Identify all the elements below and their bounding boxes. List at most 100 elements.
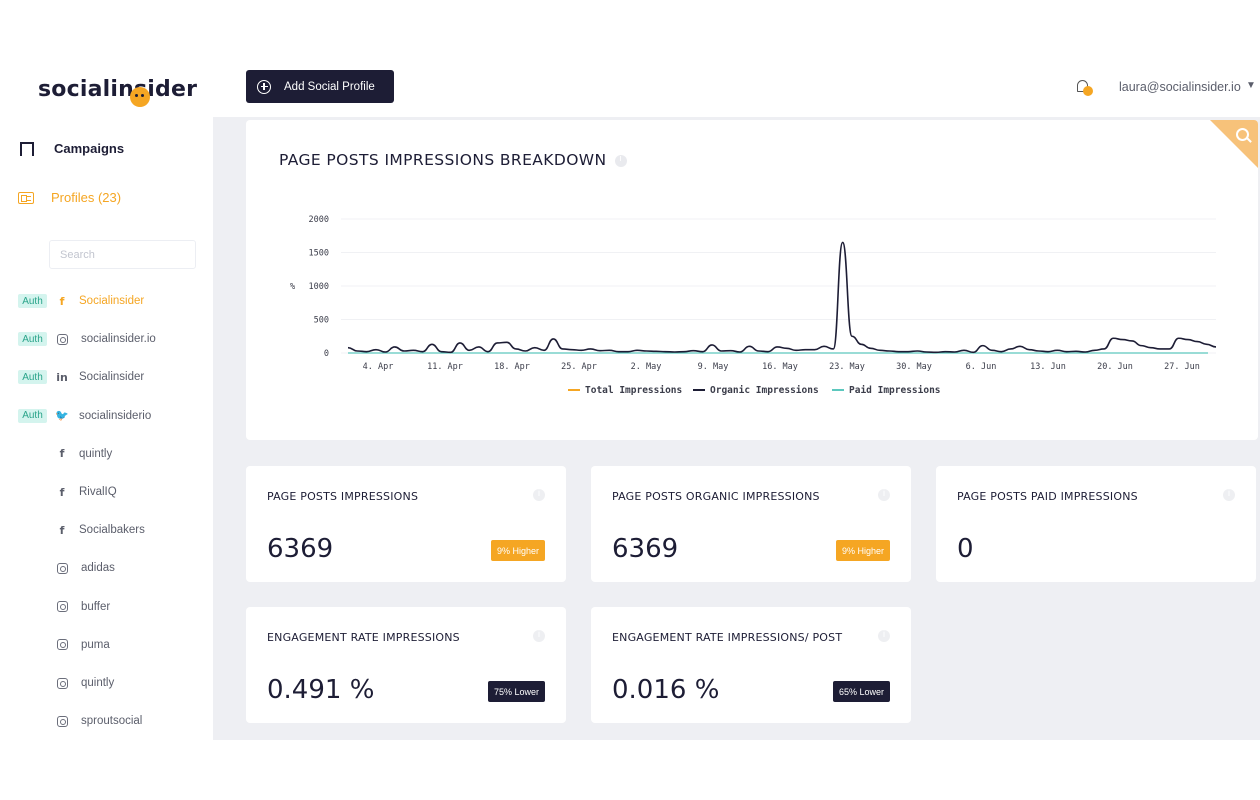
legend-label[interactable]: Paid Impressions <box>849 385 941 396</box>
facebook-icon: f <box>59 447 65 461</box>
chart-title-text: PAGE POSTS IMPRESSIONS BREAKDOWN <box>279 151 607 169</box>
x-tick-label: 18. Apr <box>494 362 530 372</box>
x-tick-label: 9. May <box>698 362 729 372</box>
y-tick-label: 1500 <box>309 249 329 259</box>
profile-item[interactable]: Auth socialinsider.io <box>18 329 156 349</box>
profile-name: Socialbakers <box>79 524 145 537</box>
profile-item[interactable]: f RivalIQ <box>18 482 117 502</box>
info-icon[interactable] <box>533 629 545 642</box>
y-tick-label: 2000 <box>309 215 329 225</box>
profile-name: Socialinsider <box>79 371 145 384</box>
legend-item: Paid Impressions <box>832 385 941 396</box>
x-tick-label: 25. Apr <box>561 362 597 372</box>
x-tick-label: 23. May <box>829 362 865 372</box>
auth-badge: Auth <box>18 294 47 308</box>
profile-item[interactable]: Auth f Socialinsider <box>18 291 144 311</box>
comparison-badge: 9% Higher <box>835 540 890 561</box>
chart-title: PAGE POSTS IMPRESSIONS BREAKDOWN <box>279 151 627 169</box>
impressions-chart-card: PAGE POSTS IMPRESSIONS BREAKDOWN 0 500 100… <box>246 120 1258 440</box>
nav-profiles[interactable]: Profiles (23) <box>18 190 121 205</box>
profile-name: RivalIQ <box>79 486 117 498</box>
instagram-icon <box>57 601 68 613</box>
comparison-badge: 9% Higher <box>490 540 545 561</box>
instagram-icon <box>57 562 68 574</box>
organic-impressions-line <box>347 241 1217 354</box>
profile-name: sproutsocial <box>81 715 143 728</box>
add-social-profile-button[interactable]: Add Social Profile <box>246 70 394 103</box>
x-tick-label: 11. Apr <box>427 362 463 372</box>
comparison-badge: 65% Lower <box>832 681 890 702</box>
x-tick-label: 4. Apr <box>363 362 394 372</box>
info-icon[interactable] <box>533 488 545 501</box>
auth-badge: Auth <box>18 408 47 423</box>
profile-item[interactable]: sproutsocial <box>18 711 142 731</box>
profile-name: buffer <box>81 600 111 613</box>
y-tick-label: 0 <box>324 349 329 359</box>
metric-label: PAGE POSTS ORGANIC IMPRESSIONS <box>612 490 820 503</box>
profile-name: Socialinsider <box>79 295 145 307</box>
nav-profiles-label: Profiles (23) <box>51 190 122 205</box>
info-icon[interactable] <box>614 154 627 167</box>
logo-text: socialinsider <box>38 77 198 102</box>
info-icon[interactable] <box>1223 488 1235 501</box>
profile-item[interactable]: quintly <box>18 673 114 693</box>
metric-card: PAGE POSTS IMPRESSIONS 6369 9% Higher <box>246 466 566 582</box>
x-tick-label: 13. Jun <box>1030 362 1066 372</box>
impressions-line-chart: 0 500 1000 1500 2000% 4. Apr 11. Apr 18. Apr 25.… <box>290 215 1217 396</box>
x-tick-label: 16. May <box>762 362 798 372</box>
y-tick-label: 1000 <box>309 282 329 292</box>
profile-item[interactable]: f Socialbakers <box>18 520 145 540</box>
profile-item[interactable]: f quintly <box>18 444 113 464</box>
instagram-icon <box>57 333 68 345</box>
instagram-icon <box>57 715 68 727</box>
profile-card-icon <box>18 191 34 204</box>
legend-label[interactable]: Organic Impressions <box>710 385 819 396</box>
notification-dot <box>1083 86 1093 96</box>
metric-value: 0 <box>957 534 974 564</box>
x-tick-label: 20. Jun <box>1097 362 1133 372</box>
auth-badge: Auth <box>18 332 47 347</box>
profile-name: puma <box>81 638 110 651</box>
nav-campaigns[interactable]: Campaigns <box>18 141 125 160</box>
x-tick-label: 2. May <box>631 362 662 372</box>
comparison-badge: 75% Lower <box>487 681 545 702</box>
twitter-icon: 🐦 <box>55 409 69 423</box>
metric-label: ENGAGEMENT RATE IMPRESSIONS/ POST <box>612 631 843 644</box>
profile-item[interactable]: adidas <box>18 558 115 578</box>
user-email[interactable]: laura@socialinsider.io <box>1119 80 1241 94</box>
metric-label: PAGE POSTS PAID IMPRESSIONS <box>957 490 1138 503</box>
notification-bell-icon[interactable] <box>1075 79 1093 97</box>
metric-card: ENGAGEMENT RATE IMPRESSIONS/ POST 0.016 %… <box>591 607 911 723</box>
facebook-icon: f <box>59 523 65 537</box>
x-tick-label: 30. May <box>896 362 932 372</box>
profile-item[interactable]: Auth 🐦 socialinsiderio <box>18 406 151 426</box>
logo[interactable]: socialinsider <box>38 77 198 107</box>
profile-item[interactable]: buffer <box>18 597 110 617</box>
info-icon[interactable] <box>878 488 890 501</box>
metric-card: PAGE POSTS ORGANIC IMPRESSIONS 6369 9% Hig… <box>591 466 911 582</box>
profile-search-input[interactable] <box>49 240 196 269</box>
nav-campaigns-label: Campaigns <box>54 141 125 156</box>
profile-name: quintly <box>81 677 115 689</box>
auth-badge: Auth <box>18 370 47 385</box>
search-icon[interactable] <box>1236 128 1252 144</box>
user-menu-caret-icon[interactable]: ▼ <box>1246 80 1256 91</box>
instagram-icon <box>57 639 68 651</box>
topbar: Add Social Profile laura@socialinsider.i… <box>213 61 1260 117</box>
metric-value: 6369 <box>267 534 334 564</box>
y-tick-label: 500 <box>314 316 329 326</box>
metric-label: PAGE POSTS IMPRESSIONS <box>267 490 419 503</box>
profile-item[interactable]: Auth in Socialinsider <box>18 367 144 387</box>
profile-name: socialinsider.io <box>81 333 156 346</box>
instagram-icon <box>57 677 68 689</box>
linkedin-icon: in <box>56 370 68 384</box>
add-social-profile-label: Add Social Profile <box>284 80 375 93</box>
plus-circle-icon <box>257 79 271 94</box>
legend-label[interactable]: Total Impressions <box>585 385 682 396</box>
metric-value: 0.491 % <box>267 675 375 705</box>
facebook-icon: f <box>59 485 65 499</box>
metric-label: ENGAGEMENT RATE IMPRESSIONS <box>267 631 460 644</box>
profile-item[interactable]: puma <box>18 635 110 655</box>
metric-card: ENGAGEMENT RATE IMPRESSIONS 0.491 % 75% Lo… <box>246 607 566 723</box>
info-icon[interactable] <box>878 629 890 642</box>
